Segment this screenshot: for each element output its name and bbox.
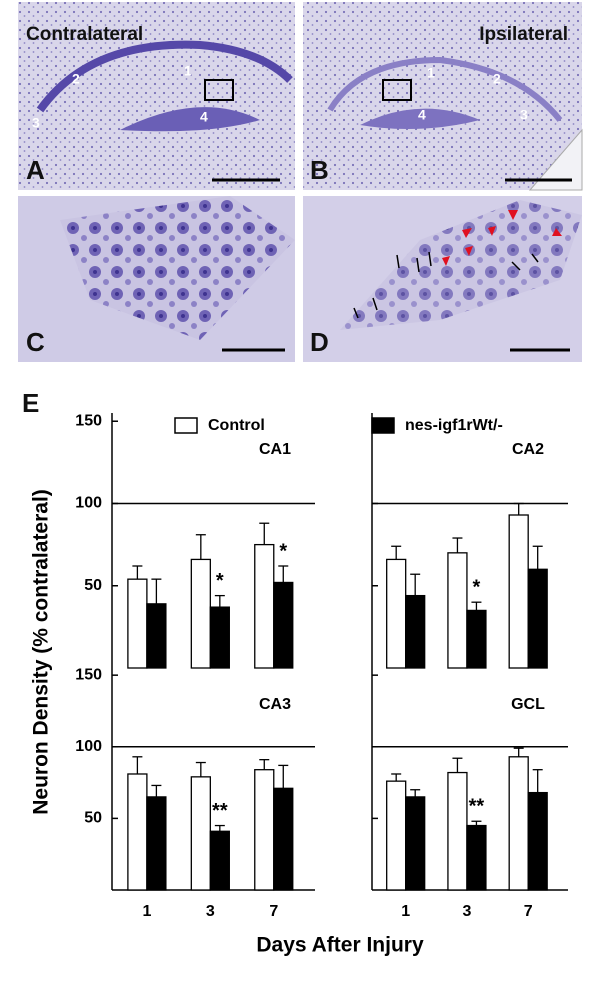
region-label: 4 [418, 107, 426, 123]
bar [508, 756, 529, 891]
bar [386, 780, 407, 891]
legend-swatch [174, 417, 198, 434]
x-tick-label: 1 [142, 903, 151, 920]
y-tick-label: 150 [75, 666, 102, 683]
y-tick-label: 150 [75, 412, 102, 429]
bar [127, 773, 148, 891]
y-axis-label: Neuron Density (% contralateral) [30, 489, 53, 815]
significance: * [216, 570, 224, 592]
bar [190, 776, 211, 891]
bar [527, 568, 548, 669]
bar [209, 606, 230, 669]
panel-letter: A [26, 155, 45, 185]
panel-title: Ipsilateral [479, 24, 568, 45]
micrograph-b [303, 2, 583, 191]
x-tick-label: 7 [269, 903, 278, 920]
panel-title: Contralateral [26, 24, 143, 45]
bar [146, 603, 167, 669]
bar [127, 578, 148, 669]
bar [190, 558, 211, 669]
bar [447, 552, 468, 669]
y-tick-label: 50 [84, 577, 102, 594]
panel-title: CA2 [512, 441, 544, 458]
x-tick-label: 7 [524, 903, 533, 920]
micrograph-a [18, 2, 295, 190]
panel-title: GCL [511, 696, 545, 713]
bar [254, 543, 275, 669]
bar [405, 594, 426, 669]
region-label: 1 [427, 65, 435, 81]
panel-letter: B [310, 155, 329, 185]
panel-title: CA1 [259, 441, 291, 458]
legend-label: Control [208, 417, 265, 434]
bar [146, 796, 167, 891]
y-tick-label: 100 [75, 495, 102, 512]
panel-letter: D [310, 327, 329, 357]
legend-swatch [371, 417, 395, 434]
y-tick-label: 50 [84, 810, 102, 827]
legend-label: nes-igf1rWt/- [405, 417, 503, 434]
bar [466, 609, 487, 669]
region-label: 1 [184, 63, 192, 79]
x-tick-label: 1 [401, 903, 410, 920]
significance: * [473, 576, 481, 598]
region-label: 3 [520, 107, 528, 123]
significance: * [279, 540, 287, 562]
panel-letter: C [26, 327, 45, 357]
region-label: 4 [200, 109, 208, 125]
bar [386, 558, 407, 669]
x-tick-label: 3 [462, 903, 471, 920]
panel-letter: E [22, 388, 39, 418]
region-label: 2 [493, 71, 501, 87]
bar [254, 769, 275, 891]
x-tick-label: 3 [206, 903, 215, 920]
bar [405, 796, 426, 891]
bar [209, 830, 230, 891]
bar [527, 791, 548, 891]
bar [508, 514, 529, 669]
y-tick-label: 100 [75, 738, 102, 755]
micrograph-c [18, 196, 295, 362]
region-label: 3 [32, 115, 40, 131]
significance: ** [469, 796, 485, 818]
region-label: 2 [72, 71, 80, 87]
significance: ** [212, 800, 228, 822]
bar [273, 787, 294, 891]
bar [447, 771, 468, 891]
micrograph-d [303, 196, 582, 362]
panel-title: CA3 [259, 696, 291, 713]
bar [273, 581, 294, 669]
bar [466, 824, 487, 891]
x-axis-label: Days After Injury [256, 934, 424, 957]
